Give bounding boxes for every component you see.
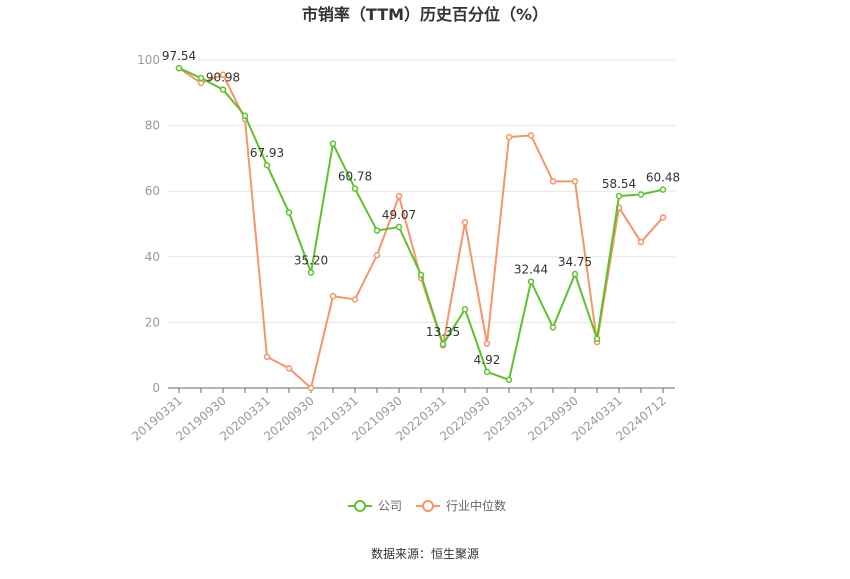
legend-marker xyxy=(354,500,366,512)
point xyxy=(637,238,645,246)
data-label: 34.75 xyxy=(558,255,592,269)
point xyxy=(615,192,623,200)
point xyxy=(197,74,205,82)
legend-marker xyxy=(422,500,434,512)
point xyxy=(483,368,491,376)
point xyxy=(571,178,579,185)
point xyxy=(285,209,293,216)
point xyxy=(417,271,425,279)
y-tick-label: 80 xyxy=(145,119,160,133)
data-label: 32.44 xyxy=(514,263,548,277)
legend-item: 行业中位数 xyxy=(416,498,506,513)
point xyxy=(219,86,227,93)
point xyxy=(219,71,227,79)
point xyxy=(285,365,293,372)
point xyxy=(637,191,645,198)
y-tick-label: 0 xyxy=(152,381,160,395)
point xyxy=(351,185,359,192)
point xyxy=(395,192,403,200)
point xyxy=(175,64,183,72)
chart-title: 市销率（TTM）历史百分位（%） xyxy=(302,5,548,24)
legend-item: 公司 xyxy=(348,499,402,513)
point xyxy=(351,296,359,303)
data-label: 13.35 xyxy=(426,325,460,339)
y-tick-label: 100 xyxy=(137,53,160,67)
point xyxy=(329,292,337,300)
data-label: 4.92 xyxy=(474,353,501,367)
point xyxy=(527,132,535,139)
data-label: 90.98 xyxy=(206,71,240,85)
y-tick-label: 20 xyxy=(145,315,160,329)
point xyxy=(329,140,337,147)
source: 数据来源：恒生聚源 xyxy=(371,546,479,561)
point xyxy=(263,353,271,361)
point xyxy=(659,214,667,221)
point xyxy=(461,219,469,226)
point xyxy=(263,161,271,169)
y-tick-label: 60 xyxy=(145,184,160,198)
point xyxy=(593,335,601,343)
point xyxy=(505,133,513,141)
data-label: 60.48 xyxy=(646,171,680,185)
data-label: 58.54 xyxy=(602,177,636,191)
point xyxy=(549,324,557,331)
data-label: 49.07 xyxy=(382,208,416,222)
point xyxy=(527,278,535,285)
point xyxy=(549,178,557,185)
data-label: 35.20 xyxy=(294,254,328,268)
data-label: 60.78 xyxy=(338,170,372,184)
point xyxy=(483,340,491,347)
point xyxy=(571,270,579,278)
series-line xyxy=(178,67,664,382)
point xyxy=(439,340,447,348)
point xyxy=(307,269,315,276)
point xyxy=(307,384,315,392)
data-label: 97.54 xyxy=(162,49,196,63)
point xyxy=(373,251,381,259)
point xyxy=(461,306,469,313)
legend-label: 行业中位数 xyxy=(446,498,506,513)
y-tick-label: 40 xyxy=(145,250,160,264)
series-line xyxy=(178,67,664,390)
data-label: 67.93 xyxy=(250,146,284,160)
legend-label: 公司 xyxy=(378,499,402,513)
point xyxy=(395,223,403,231)
point xyxy=(505,376,513,384)
point xyxy=(241,112,249,120)
point xyxy=(373,227,381,234)
point xyxy=(659,186,667,193)
